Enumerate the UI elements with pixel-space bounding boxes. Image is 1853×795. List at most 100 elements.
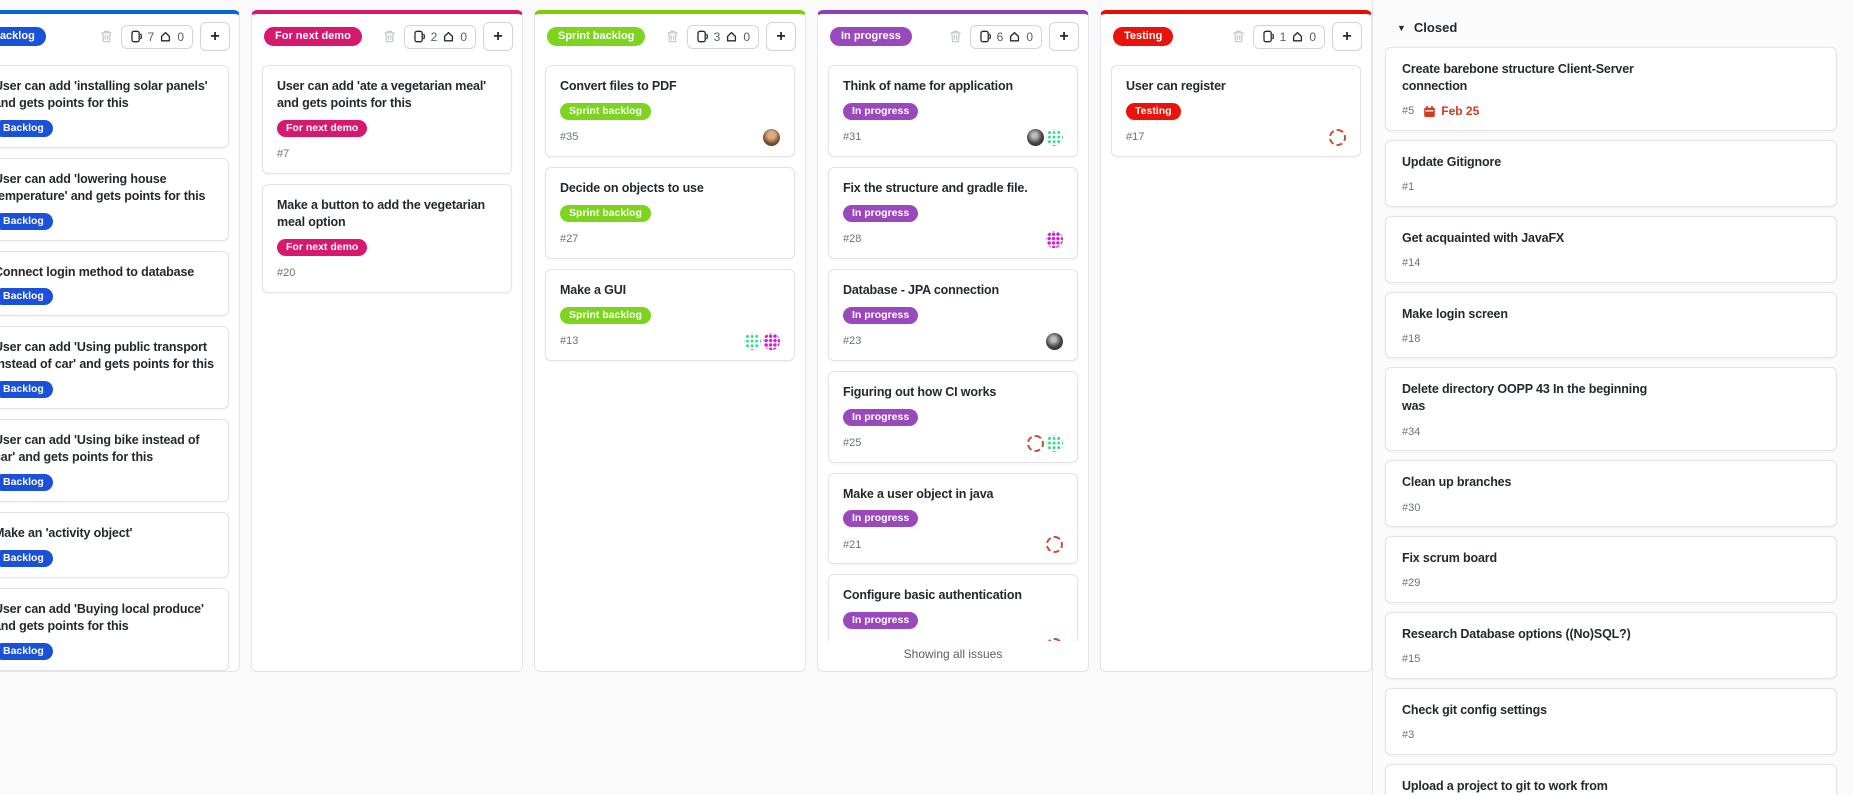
card-title: User can register [1126, 79, 1226, 93]
add-card-button[interactable]: + [200, 22, 230, 51]
caret-down-icon: ▼ [1397, 22, 1406, 33]
card-label-pill: Sprint backlog [560, 306, 651, 324]
milestone-count: 0 [177, 29, 184, 44]
issue-number: #15 [1402, 653, 1421, 666]
card-meta: #28 [843, 230, 1063, 248]
closed-panel-toggle[interactable]: ▼ Closed [1385, 18, 1853, 47]
issue-card[interactable]: Configure basic authentication In progre… [828, 574, 1078, 641]
closed-card-list: Create barebone structure Client-Server … [1385, 47, 1853, 795]
issue-card[interactable]: User can add 'Buying local produce' and … [0, 587, 229, 671]
card-meta: #30 [1402, 500, 1820, 515]
column-header: In progress 6 0 [818, 14, 1088, 57]
assignee-avatars [761, 128, 780, 146]
trash-icon[interactable] [665, 29, 680, 44]
closed-issue-card[interactable]: Fix scrum board #29 [1385, 536, 1837, 603]
issue-card[interactable]: User can add 'lowering house temperature… [0, 157, 229, 241]
milestone-count: 0 [743, 29, 750, 44]
closed-issue-card[interactable]: Research Database options ((No)SQL?) #15 [1385, 611, 1837, 679]
closed-issue-card[interactable]: Upload a project to git to work from #4 … [1385, 763, 1837, 795]
trash-icon[interactable] [1231, 29, 1246, 44]
closed-issue-card[interactable]: Make login screen #18 [1385, 291, 1837, 359]
card-label-pill: For next demo [277, 119, 368, 137]
column-header: Backlog 7 0 [0, 14, 239, 57]
assignee-avatar[interactable] [763, 128, 780, 146]
issue-card[interactable]: User can add 'ate a vegetarian meal' and… [262, 65, 512, 174]
issue-number: #1 [1402, 181, 1415, 194]
issue-number: #3 [1402, 729, 1415, 742]
card-labels: Sprint backlog [560, 299, 780, 324]
assignee-avatars [1025, 434, 1063, 452]
card-meta: #1 [1402, 180, 1820, 195]
closed-issue-card[interactable]: Create barebone structure Client-Server … [1385, 47, 1837, 131]
due-date: Feb 25 [1423, 104, 1479, 118]
assignee-avatar[interactable] [1027, 434, 1044, 452]
issues-icon [696, 30, 708, 43]
column-name-pill[interactable]: Sprint backlog [547, 27, 646, 46]
issue-card[interactable]: Figuring out how CI works In progress #2… [828, 370, 1078, 463]
issue-number: #27 [560, 233, 579, 246]
trash-icon[interactable] [99, 29, 114, 44]
issue-number: #35 [560, 131, 579, 144]
closed-issue-card[interactable]: Update Gitignore #1 [1385, 139, 1837, 207]
issue-card[interactable]: Connect login method to database Backlog [0, 250, 229, 317]
add-card-button[interactable]: + [1332, 22, 1362, 51]
closed-issue-card[interactable]: Delete directory OOPP 43 In the beginnin… [1385, 367, 1837, 452]
issue-card[interactable]: Make an 'activity object' Backlog [0, 511, 229, 578]
card-title: Fix the structure and gradle file. [843, 180, 1028, 195]
issue-number: #7 [277, 148, 290, 161]
assignee-avatar[interactable] [1046, 434, 1063, 452]
board-column: Backlog 7 0 [0, 10, 240, 672]
card-title: Upload a project to git to work from [1402, 778, 1608, 793]
card-title: Make a user object in java [843, 486, 994, 501]
column-name-pill[interactable]: For next demo [264, 27, 362, 46]
issue-card[interactable]: User can add 'Using bike instead of car'… [0, 419, 229, 502]
issue-card[interactable]: User can add 'installing solar panels' a… [0, 65, 229, 148]
closed-panel: ▼ Closed Create barebone structure Clien… [1372, 0, 1853, 795]
issue-number: #20 [277, 267, 296, 279]
issue-card[interactable]: Make a user object in java In progress #… [828, 472, 1078, 565]
issue-card[interactable]: Fix the structure and gradle file. In pr… [828, 166, 1078, 259]
trash-icon[interactable] [948, 29, 963, 44]
assignee-avatar[interactable] [1046, 128, 1063, 146]
column-name-pill[interactable]: Testing [1113, 27, 1174, 46]
issue-card[interactable]: User can register Testing #17 [1111, 65, 1361, 157]
closed-issue-card[interactable]: Check git config settings #3 [1385, 687, 1837, 755]
trash-icon[interactable] [382, 29, 397, 44]
assignee-avatar[interactable] [1046, 230, 1063, 248]
assignee-avatar[interactable] [1046, 536, 1063, 554]
issue-card[interactable]: User can add 'Using public transport ins… [0, 326, 229, 410]
column-name-pill[interactable]: Backlog [0, 27, 46, 46]
closed-issue-card[interactable]: Get acquainted with JavaFX #14 [1385, 215, 1837, 283]
assignee-avatar[interactable] [744, 332, 761, 350]
issue-number: #34 [1402, 425, 1421, 438]
add-card-button[interactable]: + [1049, 22, 1079, 51]
card-meta: #23 [843, 332, 1063, 350]
column-name-pill[interactable]: In progress [830, 27, 912, 46]
issue-card[interactable]: Think of name for application In progres… [828, 65, 1078, 157]
issue-card[interactable]: Convert files to PDF Sprint backlog #35 [545, 65, 795, 157]
card-meta: #34 [1402, 424, 1820, 439]
board-column: Testing 1 0 [1100, 10, 1372, 672]
assignee-avatar[interactable] [1027, 128, 1044, 146]
milestone-icon [444, 31, 454, 42]
card-meta: #17 [1126, 128, 1346, 146]
column-card-list: Convert files to PDF Sprint backlog #35 … [535, 57, 805, 369]
add-card-button[interactable]: + [766, 22, 796, 51]
issue-number: #13 [560, 335, 579, 348]
card-title: Research Database options ((No)SQL?) [1402, 626, 1631, 641]
issue-card[interactable]: Database - JPA connection In progress #2… [828, 268, 1078, 361]
card-labels: In progress [843, 95, 1063, 120]
issue-card[interactable]: Make a GUI Sprint backlog #13 [545, 268, 795, 361]
add-card-button[interactable]: + [483, 22, 513, 51]
assignee-avatar[interactable] [1046, 332, 1063, 350]
issue-card[interactable]: Make a button to add the vegetarian meal… [262, 183, 512, 293]
assignee-avatar[interactable] [763, 332, 780, 350]
issue-card[interactable]: Decide on objects to use Sprint backlog … [545, 166, 795, 259]
card-label-pill: Backlog [0, 288, 53, 306]
card-title: Convert files to PDF [560, 79, 677, 93]
closed-issue-card[interactable]: Clean up branches #30 [1385, 460, 1837, 527]
assignee-avatar[interactable] [1329, 128, 1346, 146]
card-title: Create barebone structure Client-Server … [1402, 62, 1634, 93]
card-label-pill: Sprint backlog [560, 204, 651, 222]
assignee-avatars [1044, 536, 1063, 554]
